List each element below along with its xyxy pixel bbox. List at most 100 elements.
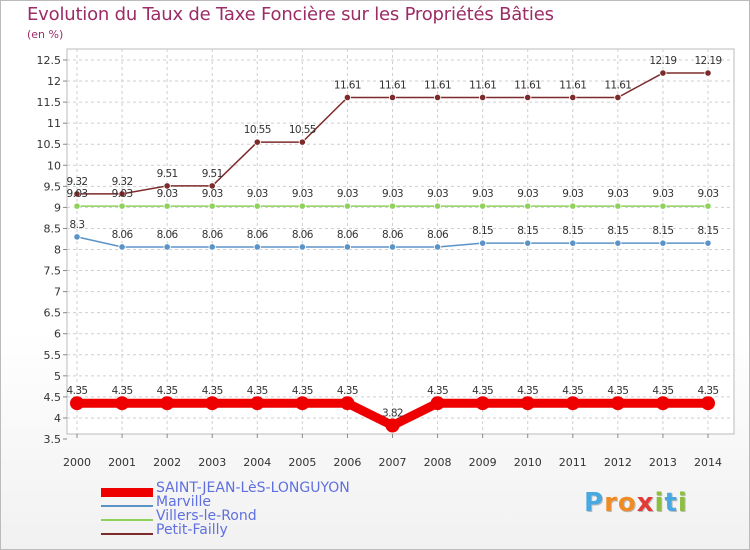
data-point bbox=[704, 69, 712, 77]
data-point bbox=[701, 396, 715, 411]
data-label: 9.32 bbox=[67, 176, 88, 188]
data-point bbox=[388, 202, 397, 210]
data-point bbox=[524, 239, 532, 247]
data-point bbox=[659, 69, 667, 77]
y-tick-label: 6.5 bbox=[44, 307, 62, 320]
data-point bbox=[704, 202, 712, 210]
data-label: 4.35 bbox=[427, 385, 448, 397]
data-point bbox=[569, 93, 577, 102]
data-label: 9.03 bbox=[562, 188, 583, 200]
data-label: 8.06 bbox=[337, 229, 359, 241]
legend-label: Marville bbox=[156, 494, 211, 510]
data-label: 10.55 bbox=[244, 124, 271, 136]
data-point bbox=[565, 396, 580, 411]
x-tick-label: 2003 bbox=[198, 456, 226, 469]
data-point bbox=[479, 202, 487, 210]
data-point bbox=[118, 243, 126, 251]
y-tick-label: 5 bbox=[54, 370, 61, 383]
data-label: 4.35 bbox=[652, 385, 673, 397]
data-point bbox=[73, 190, 81, 198]
x-tick-label: 2001 bbox=[108, 456, 136, 469]
data-point bbox=[208, 202, 216, 210]
data-point bbox=[433, 243, 442, 251]
data-point bbox=[614, 93, 622, 102]
y-tick-label: 12.5 bbox=[37, 54, 62, 67]
data-label: 11.61 bbox=[334, 79, 361, 91]
data-point bbox=[205, 396, 220, 411]
data-point bbox=[208, 243, 216, 251]
data-label: 12.19 bbox=[649, 55, 676, 67]
x-tick-label: 2011 bbox=[559, 456, 587, 469]
legend-swatch bbox=[101, 488, 153, 497]
data-label: 9.03 bbox=[292, 188, 313, 200]
data-point bbox=[479, 93, 487, 102]
y-tick-label: 3.5 bbox=[44, 433, 62, 446]
data-label: 9.51 bbox=[157, 168, 178, 180]
x-tick-label: 2014 bbox=[694, 456, 722, 469]
data-point bbox=[433, 93, 442, 102]
data-point bbox=[250, 396, 265, 411]
data-point bbox=[298, 243, 306, 251]
data-label: 8.15 bbox=[472, 225, 493, 237]
data-point bbox=[610, 396, 625, 411]
data-point bbox=[433, 202, 442, 210]
data-point bbox=[298, 138, 306, 146]
legend-label: Villers-le-Rond bbox=[156, 508, 257, 524]
data-label: 8.15 bbox=[698, 225, 719, 237]
y-tick-label: 11.5 bbox=[37, 96, 62, 109]
y-tick-label: 6 bbox=[54, 328, 61, 341]
logo-letter: o bbox=[617, 488, 637, 518]
data-point bbox=[659, 239, 667, 247]
data-point bbox=[385, 418, 400, 433]
data-point bbox=[655, 396, 670, 411]
data-point bbox=[340, 396, 355, 411]
data-label: 4.35 bbox=[292, 385, 313, 397]
data-labels: 4.35 4.35 4.35 4.35 4.35 4.35 4.35 3.82 4.35 4.35… bbox=[67, 55, 723, 419]
data-point bbox=[343, 93, 352, 102]
x-tick-label: 2009 bbox=[469, 456, 497, 469]
x-tick-label: 2005 bbox=[288, 456, 316, 469]
data-label: 9.03 bbox=[427, 188, 448, 200]
data-point bbox=[614, 202, 622, 210]
legend-swatch bbox=[101, 533, 153, 535]
legend-swatch bbox=[101, 519, 153, 521]
data-label: 8.06 bbox=[292, 229, 314, 241]
data-point bbox=[520, 396, 535, 411]
data-label: 8.15 bbox=[562, 225, 583, 237]
data-label: 4.35 bbox=[112, 385, 133, 397]
data-label: 8.06 bbox=[112, 229, 134, 241]
data-point bbox=[430, 396, 445, 411]
x-tick-label: 2012 bbox=[604, 456, 632, 469]
y-tick-label: 4 bbox=[54, 412, 61, 425]
data-label: 11.61 bbox=[379, 79, 406, 91]
data-label: 9.03 bbox=[607, 188, 628, 200]
data-label: 9.03 bbox=[472, 188, 493, 200]
data-point bbox=[73, 233, 81, 241]
x-tick-label: 2004 bbox=[243, 456, 271, 469]
data-label: 8.06 bbox=[427, 229, 449, 241]
y-tick-label: 11 bbox=[47, 117, 61, 130]
logo-letter: t bbox=[664, 488, 678, 518]
data-label: 11.61 bbox=[514, 79, 541, 91]
data-label: 4.35 bbox=[247, 385, 268, 397]
y-tick-label: 5.5 bbox=[44, 349, 62, 362]
data-label: 4.35 bbox=[607, 385, 628, 397]
data-label: 8.06 bbox=[157, 229, 179, 241]
data-point bbox=[569, 239, 577, 247]
data-label: 9.03 bbox=[112, 188, 133, 200]
data-point bbox=[118, 190, 126, 198]
data-point bbox=[343, 202, 352, 210]
data-label: 9.03 bbox=[67, 188, 88, 200]
data-label: 4.35 bbox=[562, 385, 583, 397]
x-tick-label: 2007 bbox=[379, 456, 407, 469]
data-label: 10.55 bbox=[289, 124, 316, 136]
data-label: 9.03 bbox=[698, 188, 719, 200]
data-label: 9.03 bbox=[517, 188, 538, 200]
data-point bbox=[163, 243, 171, 251]
data-label: 8.06 bbox=[382, 229, 404, 241]
y-tick-label: 10.5 bbox=[37, 138, 62, 151]
y-tick-label: 7 bbox=[54, 286, 61, 299]
y-tick-label: 9 bbox=[54, 201, 61, 214]
logo-letter: x bbox=[636, 488, 655, 518]
data-point bbox=[163, 182, 171, 190]
